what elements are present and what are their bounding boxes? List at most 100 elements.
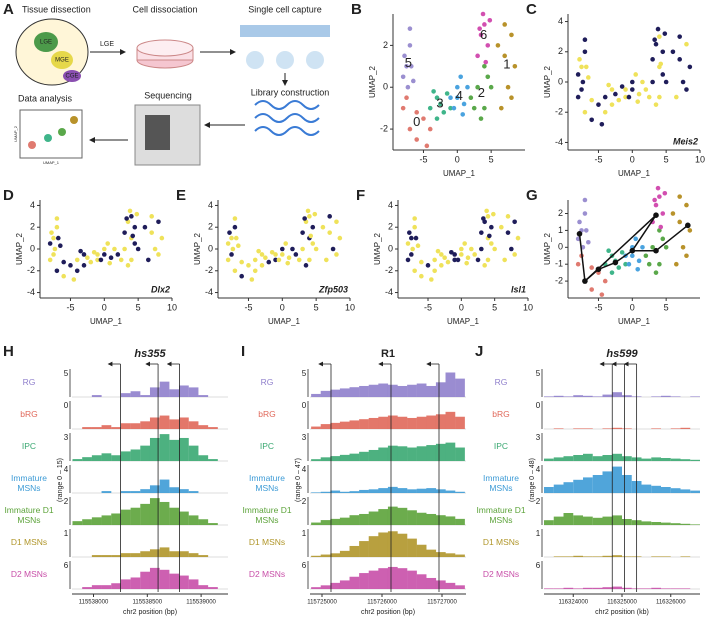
cell-point	[623, 94, 628, 100]
cell-point	[515, 235, 521, 241]
cell-point	[464, 260, 469, 266]
droplet	[306, 51, 324, 69]
cell-point	[477, 26, 482, 31]
coverage-bin	[330, 389, 341, 397]
y-tick-label: -2	[555, 107, 563, 117]
coverage-bin	[120, 393, 131, 397]
cell-point	[462, 241, 467, 246]
y-axis-label: UMAP_2	[368, 65, 377, 98]
track-cluster: 4	[64, 465, 69, 474]
cell-point	[225, 257, 231, 263]
cell-point	[432, 257, 437, 263]
coverage-bin	[641, 521, 652, 525]
coverage-bin	[583, 556, 593, 557]
track-cluster: 6	[536, 561, 541, 570]
cell-point	[107, 260, 113, 266]
coverage-bin	[82, 587, 92, 589]
cell-point	[310, 241, 316, 246]
cell-point	[670, 49, 676, 55]
x-tick-label: 0	[280, 302, 285, 312]
coverage-bin	[188, 515, 199, 525]
coverage-bin	[573, 515, 583, 525]
coverage-bin	[583, 516, 593, 525]
cell-point	[488, 84, 494, 90]
track-cluster: 5	[536, 369, 541, 378]
cell-point	[54, 216, 60, 221]
cell-point	[404, 95, 409, 100]
cluster-label: 1	[503, 56, 510, 71]
coverage-bin	[130, 423, 141, 429]
cell-point	[263, 255, 268, 261]
coverage-bin	[573, 395, 583, 397]
coverage-bin	[563, 482, 574, 493]
coverage-bin	[612, 427, 622, 429]
cell-point	[310, 224, 316, 230]
coverage-bin	[544, 458, 554, 461]
cell-point	[481, 216, 486, 221]
cell-point	[677, 34, 682, 39]
coverage-bin	[111, 455, 121, 461]
cell-point	[159, 235, 165, 241]
cell-point	[51, 252, 56, 257]
coverage-bin	[563, 587, 574, 589]
coverage-bin	[563, 513, 574, 525]
coverage-bin	[349, 420, 360, 429]
y-tick-label: 2	[30, 222, 35, 232]
y-tick-label: 0	[30, 243, 35, 253]
cell-point	[512, 219, 517, 225]
cell-point	[334, 252, 339, 257]
cell-point	[439, 252, 444, 257]
cell-point	[414, 110, 419, 115]
region-label: CGE	[65, 74, 78, 80]
track-cluster: 3	[302, 433, 307, 442]
coverage-bin	[320, 390, 331, 397]
coverage-bin	[169, 507, 180, 525]
coverage-bin	[563, 556, 574, 557]
x-tick-label: 115726000	[367, 600, 397, 606]
track-cluster: 0	[536, 401, 541, 410]
track-cluster: 0	[64, 401, 69, 410]
track-name: Immature D1 MSNs	[476, 505, 526, 525]
cell-point	[441, 110, 447, 115]
cell-point	[432, 268, 437, 274]
coverage-bin	[179, 417, 189, 429]
cell-point	[492, 246, 497, 252]
x-tick-label: 116326000	[656, 600, 686, 606]
cell-point	[575, 72, 581, 77]
cell-point	[252, 257, 258, 263]
cell-point	[663, 245, 669, 250]
cell-point	[509, 246, 514, 252]
coverage-bin	[72, 459, 83, 461]
coverage-bin	[378, 532, 389, 557]
coverage-bin	[320, 554, 331, 557]
track-cluster: 5	[302, 369, 307, 378]
cell-point	[609, 102, 615, 107]
cell-point	[402, 53, 407, 59]
coverage-bin	[445, 582, 456, 589]
x-tick-label: -5	[419, 154, 427, 164]
cell-point	[115, 252, 121, 257]
cell-point	[410, 246, 415, 252]
cell-point	[118, 257, 124, 263]
coverage-bin	[661, 487, 671, 493]
x-tick-label: 5	[136, 302, 141, 312]
coverage-bin	[359, 419, 369, 429]
coverage-bin	[407, 447, 417, 461]
coverage-bin	[91, 517, 102, 525]
step-label: Tissue dissection	[22, 4, 91, 14]
cell-point	[640, 245, 645, 250]
coverage-bin	[387, 486, 398, 493]
coverage-bin	[130, 577, 141, 589]
coverage-bin	[311, 587, 321, 589]
arrow-label: LGE	[100, 41, 114, 48]
cell-point	[505, 230, 511, 235]
coverage-bin	[592, 587, 603, 589]
coverage-bin	[378, 383, 389, 397]
coverage-bin	[359, 489, 369, 493]
cell-point	[419, 273, 424, 279]
track-name: D2 MSNs	[10, 569, 48, 579]
cell-point	[280, 252, 285, 257]
trajectory-edge	[614, 250, 633, 264]
coverage-bin	[311, 426, 321, 429]
